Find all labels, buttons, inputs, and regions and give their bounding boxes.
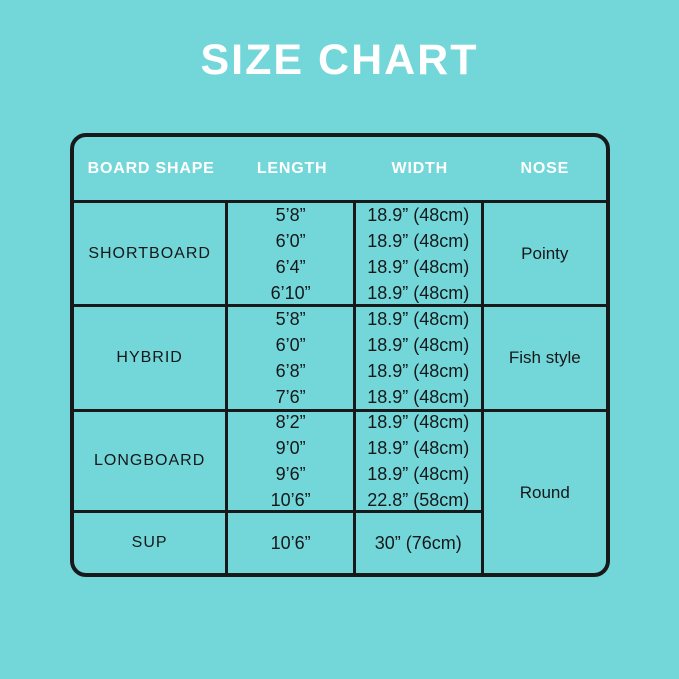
row-longboard-lengths: 8’2” 9’0” 9’6” 10’6” (228, 412, 356, 513)
header-board-shape: BOARD SHAPE (74, 137, 229, 203)
row-hybrid-shape: HYBRID (74, 307, 229, 412)
row-shortboard-nose: Pointy (483, 203, 606, 307)
row-shortboard-shape: SHORTBOARD (74, 203, 229, 307)
row-longboard-widths: 18.9” (48cm) 18.9” (48cm) 18.9” (48cm) 2… (355, 412, 484, 513)
row-hybrid-nose: Fish style (483, 307, 606, 412)
size-chart-table: BOARD SHAPE LENGTH WIDTH NOSE SHORTBOARD… (70, 133, 610, 577)
row-sup-widths: 30” (76cm) (356, 513, 484, 573)
page-title: SIZE CHART (200, 36, 479, 84)
row-hybrid-lengths: 5’8” 6’0” 6’8” 7’6” (228, 307, 356, 412)
header-width: WIDTH (355, 137, 484, 203)
row-shortboard-widths: 18.9” (48cm) 18.9” (48cm) 18.9” (48cm) 1… (355, 203, 484, 307)
row-longboard-sup-nose: Round (519, 482, 570, 502)
header-nose: NOSE (483, 137, 606, 203)
row-longboard-shape: LONGBOARD (74, 412, 229, 513)
row-sup-lengths: 10’6” (228, 513, 356, 573)
row-sup-shape: SUP (74, 513, 229, 573)
header-length: LENGTH (228, 137, 356, 203)
row-shortboard-lengths: 5’8” 6’0” 6’4” 6’10” (228, 203, 356, 307)
row-hybrid-widths: 18.9” (48cm) 18.9” (48cm) 18.9” (48cm) 1… (355, 307, 484, 412)
